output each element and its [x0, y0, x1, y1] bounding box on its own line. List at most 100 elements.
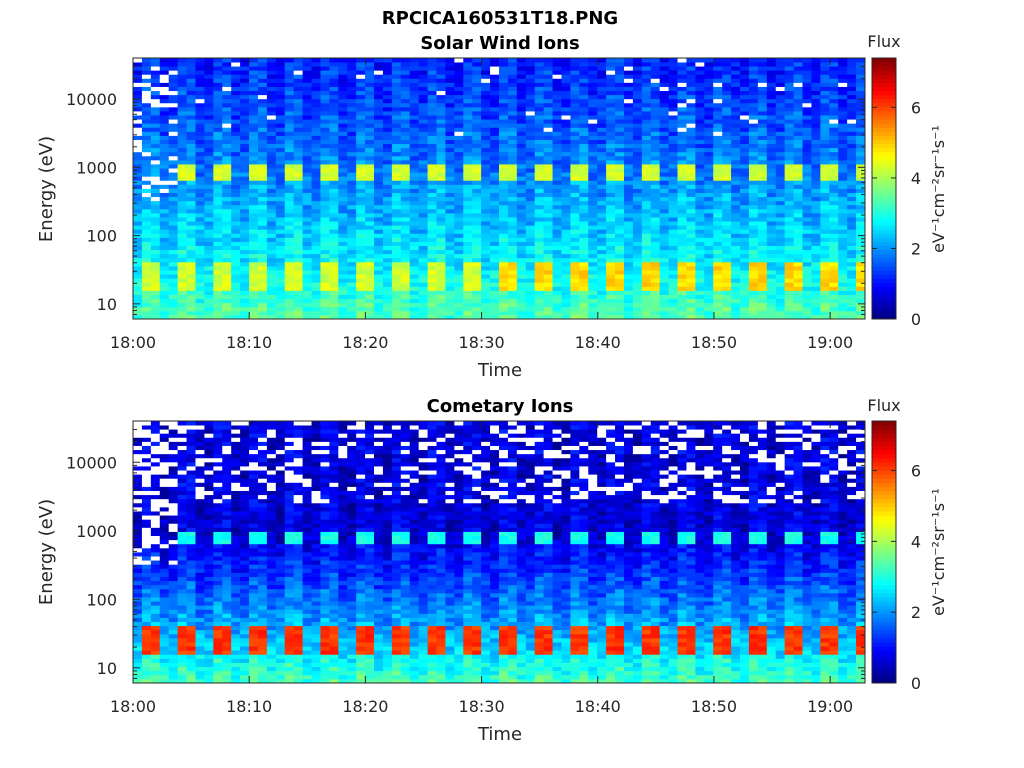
heatmap-cell — [436, 270, 446, 275]
heatmap-cell — [811, 302, 821, 308]
heatmap-cell — [659, 159, 670, 165]
heatmap-cell — [249, 286, 259, 291]
heatmap-cell — [365, 123, 375, 128]
heatmap-cell — [391, 66, 402, 71]
heatmap-cell — [409, 74, 420, 79]
heatmap-cell — [293, 253, 304, 259]
heatmap-cell — [293, 135, 304, 140]
heatmap-cell — [240, 204, 250, 210]
heatmap-cell — [409, 94, 420, 100]
heatmap-cell — [748, 196, 759, 202]
heatmap-cell — [186, 119, 196, 124]
heatmap-cell — [400, 94, 411, 100]
heatmap-cell — [141, 164, 152, 169]
heatmap-cell — [713, 200, 723, 206]
heatmap-cell — [186, 257, 196, 263]
heatmap-cell — [793, 204, 803, 210]
heatmap-cell — [382, 241, 393, 246]
heatmap-cell — [731, 86, 741, 92]
heatmap-cell — [249, 274, 259, 279]
heatmap-cell — [650, 278, 661, 283]
heatmap-cell — [650, 196, 661, 202]
heatmap-cell — [579, 233, 589, 238]
heatmap-cell — [623, 111, 634, 116]
heatmap-cell — [784, 90, 794, 96]
heatmap-cell — [695, 127, 705, 132]
heatmap-cell — [186, 159, 196, 165]
heatmap-cell — [400, 261, 411, 267]
heatmap-cell — [490, 282, 500, 287]
heatmap-cell — [204, 123, 214, 128]
heatmap-cell — [249, 168, 259, 173]
heatmap-cell — [490, 257, 500, 263]
heatmap-cell — [133, 106, 143, 112]
heatmap-cell — [481, 127, 491, 132]
heatmap-cell — [436, 94, 446, 100]
heatmap-cell — [740, 212, 750, 218]
heatmap-cell — [418, 82, 428, 87]
heatmap-cell — [445, 265, 455, 271]
heatmap-cell — [641, 270, 652, 275]
heatmap-cell — [400, 241, 411, 246]
heatmap-cell — [606, 159, 616, 165]
heatmap-cell — [499, 143, 509, 149]
heatmap-cell — [552, 265, 562, 271]
heatmap-cell — [249, 310, 259, 316]
heatmap-cell — [579, 135, 589, 140]
heatmap-cell — [820, 208, 830, 214]
heatmap-cell — [677, 310, 687, 316]
heatmap-cell — [525, 62, 536, 67]
heatmap-cell — [374, 78, 384, 83]
heatmap-cell — [338, 66, 348, 71]
heatmap-cell — [356, 212, 366, 218]
heatmap-cell — [802, 274, 812, 279]
heatmap-cell — [347, 192, 357, 198]
heatmap-cell — [713, 278, 723, 283]
heatmap-cell — [552, 306, 562, 312]
heatmap-cell — [454, 229, 464, 234]
heatmap-cell — [748, 127, 759, 132]
heatmap-cell — [204, 188, 214, 193]
heatmap-cell — [775, 290, 786, 295]
heatmap-cell — [391, 123, 402, 128]
heatmap-cell — [570, 180, 580, 185]
heatmap-cell — [302, 139, 312, 145]
heatmap-cell — [793, 115, 803, 120]
heatmap-cell — [133, 221, 143, 226]
heatmap-cell — [552, 237, 562, 242]
heatmap-cell — [650, 176, 661, 181]
heatmap-cell — [659, 221, 670, 226]
heatmap-cell — [507, 111, 518, 116]
heatmap-cell — [597, 221, 607, 226]
heatmap-cell — [159, 217, 170, 222]
heatmap-cell — [391, 310, 402, 316]
heatmap-cell — [784, 119, 794, 124]
heatmap-cell — [400, 102, 411, 108]
heatmap-cell — [713, 241, 723, 246]
heatmap-cell — [695, 253, 705, 259]
heatmap-cell — [623, 98, 634, 104]
heatmap-cell — [766, 237, 777, 242]
heatmap-cell — [516, 131, 527, 136]
heatmap-cell — [311, 200, 321, 206]
heatmap-cell — [133, 237, 143, 242]
heatmap-cell — [231, 143, 241, 149]
heatmap-cell — [659, 229, 670, 234]
heatmap-cell — [213, 208, 223, 214]
heatmap-cell — [445, 164, 455, 169]
heatmap-cell — [490, 217, 500, 222]
heatmap-cell — [472, 221, 482, 226]
heatmap-cell — [213, 278, 223, 283]
heatmap-cell — [427, 233, 437, 238]
heatmap-cell — [133, 74, 143, 79]
heatmap-cell — [427, 184, 437, 189]
heatmap-cell — [382, 233, 393, 238]
heatmap-cell — [507, 127, 518, 132]
heatmap-cell — [677, 249, 687, 255]
heatmap-cell — [293, 98, 304, 104]
heatmap-cell — [534, 294, 545, 300]
heatmap-cell — [686, 217, 696, 222]
heatmap-cell — [463, 225, 473, 230]
heatmap-cell — [766, 257, 777, 263]
heatmap-cell — [347, 274, 357, 279]
